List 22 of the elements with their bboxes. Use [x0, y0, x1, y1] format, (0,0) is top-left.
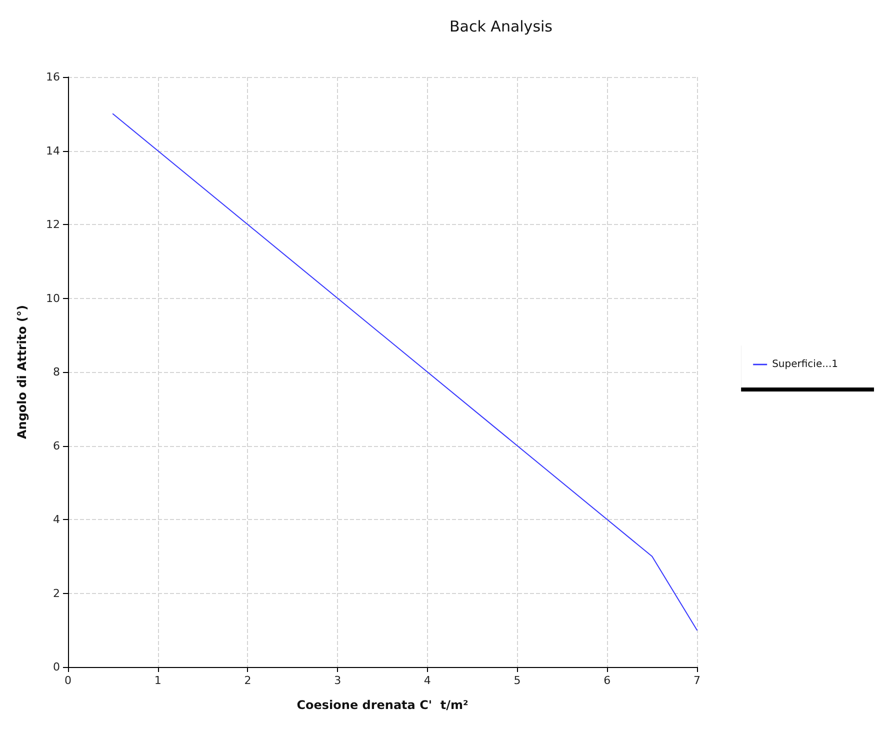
x-tick-label: 4	[424, 674, 431, 687]
y-axis-title: Angolo di Attrito (°)	[15, 305, 29, 439]
y-tick-label: 6	[53, 439, 60, 452]
y-tick-label: 10	[46, 292, 60, 305]
x-tick-label: 0	[64, 674, 72, 687]
y-tick-label: 16	[46, 70, 60, 84]
y-tick-label: 0	[53, 660, 60, 674]
x-tick-label: 5	[514, 674, 521, 687]
chart-title: Back Analysis	[450, 18, 553, 36]
line-series	[112, 113, 698, 631]
x-tick-label: 2	[244, 674, 252, 687]
x-tick-label: 3	[334, 674, 342, 687]
y-tick-label: 12	[46, 218, 60, 231]
x-axis-title: Coesione drenata C' t/m²	[296, 698, 468, 712]
x-tick-label: 6	[604, 674, 611, 687]
legend-label: Superficie...1	[772, 359, 838, 370]
y-tick-label: 14	[46, 144, 60, 158]
x-tick-label: 1	[154, 674, 162, 687]
x-tick-label: 7	[694, 674, 700, 687]
y-tick-label: 4	[53, 513, 60, 526]
y-tick-label: 2	[53, 586, 60, 600]
y-tick-label: 8	[53, 366, 60, 378]
